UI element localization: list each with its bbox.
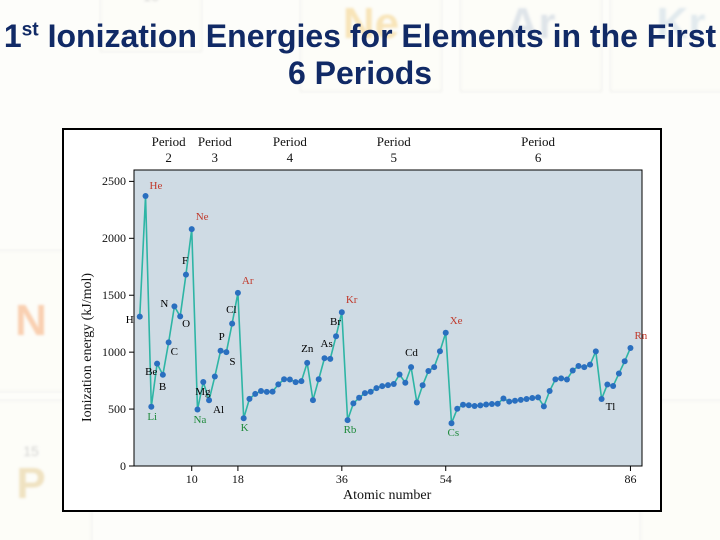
period-label: Period4: [273, 134, 307, 166]
period-label: Period5: [377, 134, 411, 166]
slide: N15P10Ne18Ar36Kr16 1st Ionization Energi…: [0, 0, 720, 540]
x-tick-label: 18: [232, 472, 244, 487]
period-label: Period3: [198, 134, 232, 166]
x-tick-label: 10: [186, 472, 198, 487]
slide-title: 1st Ionization Energies for Elements in …: [0, 18, 720, 92]
x-tick-label: 54: [440, 472, 452, 487]
y-tick-label: 2000: [64, 231, 126, 246]
chart-svg: [64, 130, 660, 510]
period-label: Period6: [521, 134, 555, 166]
x-tick-label: 86: [624, 472, 636, 487]
x-tick-label: 36: [336, 472, 348, 487]
x-axis-label: Atomic number: [343, 488, 431, 504]
period-label: Period2: [152, 134, 186, 166]
chart-area: 050010001500200025001018365486Ionization…: [64, 130, 660, 510]
y-axis-label: Ionization energy (kJ/mol): [80, 273, 96, 422]
y-tick-label: 0: [64, 459, 126, 474]
chart-frame: 050010001500200025001018365486Ionization…: [62, 128, 662, 512]
y-tick-label: 2500: [64, 174, 126, 189]
